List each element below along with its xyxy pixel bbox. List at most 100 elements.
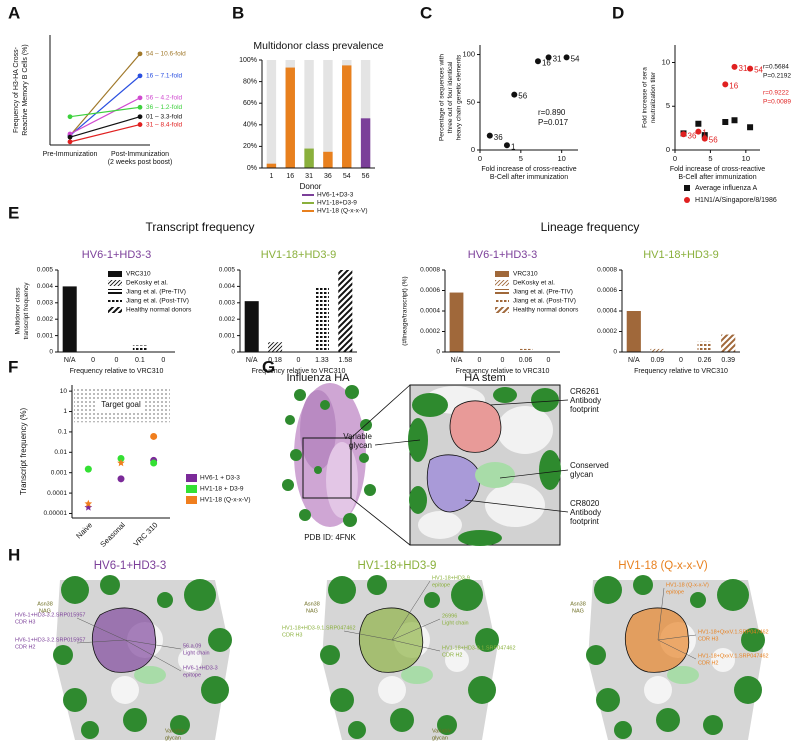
glycan-blob (717, 579, 749, 611)
bar-segment (304, 148, 314, 168)
y-tick-label: 0.001 (51, 469, 68, 476)
x-tick-label: N/A (628, 357, 640, 364)
glycan-blob (594, 576, 622, 604)
y-tick-label: 0 (471, 145, 475, 154)
glycan-blob (157, 592, 173, 608)
y-axis-label: Percentage of sequences with (439, 54, 446, 141)
point (150, 432, 158, 440)
legend-marker (684, 185, 690, 191)
point (137, 104, 143, 110)
legend-swatch (186, 485, 197, 493)
x-tick-label: 0 (501, 357, 505, 364)
leader-line (391, 580, 431, 641)
y-tick-label: 0 (613, 349, 617, 356)
glycan-blob (451, 579, 483, 611)
legend-label: VRC310 (513, 271, 538, 278)
surface-highlight (111, 676, 139, 704)
annotation: HV6-1+HD3-3 (183, 665, 218, 671)
glycan-blob (100, 575, 120, 595)
y-axis-label: Frequency of H3-HA Cross- (13, 46, 20, 133)
bar-segment (342, 65, 352, 168)
point (137, 114, 143, 120)
annotation: Antibody (570, 508, 601, 517)
glycan-blob (703, 715, 723, 735)
series-label: 36 – 1.2-fold (146, 104, 183, 111)
annotation: HV1-18+HD3-9 (432, 575, 470, 581)
annotation: CDR H2 (698, 660, 718, 666)
panel-label: D (612, 3, 624, 22)
point (117, 454, 125, 462)
annotation: HV6-1+HD3-3.2.SRP015957 (15, 637, 85, 643)
annotation: Asn38 (304, 601, 320, 607)
leader-line (657, 587, 665, 641)
legend-label: Healthy normal donors (126, 307, 192, 314)
annotation: glycan (349, 441, 372, 450)
legend-label: H1N1/A/Singapore/8/1986 (695, 197, 777, 204)
point (150, 459, 158, 467)
bar-background (360, 60, 371, 168)
x-tick-label: 0.09 (651, 357, 665, 364)
glycan-blob (184, 579, 216, 611)
y-tick-label: 0 (436, 349, 440, 356)
point-label: 36 (688, 131, 697, 140)
annotation: Light chain (183, 650, 210, 656)
x-tick-note: (2 weeks post boost) (108, 159, 173, 166)
x-tick-label: VRC 310 (132, 520, 160, 548)
panel-title: HV1-18+HD3-9 (358, 560, 437, 572)
x-tick-label: 0 (91, 357, 95, 364)
annotation: footprint (570, 405, 600, 414)
point-label: 54 (754, 66, 763, 75)
bar (518, 348, 533, 352)
legend-swatch (108, 298, 122, 304)
bar (62, 286, 77, 352)
epitope-structure (320, 575, 499, 740)
glycan-blob (734, 676, 762, 704)
point (695, 128, 702, 135)
bar-segment (360, 118, 371, 168)
chart-title: HV6-1+HD3-3 (82, 249, 151, 261)
y-axis-label: Multidonor class (15, 287, 22, 335)
point (486, 132, 493, 139)
point (680, 131, 687, 138)
annotation-box (97, 398, 145, 411)
y-tick-label: 100% (239, 57, 257, 64)
panel-label: B (232, 3, 244, 22)
annotation: 26996 (442, 613, 457, 619)
y-axis-label: transcript frequency (23, 282, 30, 340)
glycan-blob (201, 676, 229, 704)
point (137, 95, 143, 101)
conserved-glycan (134, 666, 166, 684)
point-label: 31 (553, 55, 562, 64)
point (563, 54, 570, 61)
x-tick-label: 31 (305, 173, 313, 180)
y-tick-label: 50 (467, 97, 475, 106)
series-label: 31 – 8.4-fold (146, 121, 183, 128)
series-label: 01 – 3.3-fold (146, 113, 183, 120)
x-tick-label: 1.33 (315, 357, 329, 364)
leader-line (124, 639, 182, 672)
leader-line (657, 634, 697, 641)
x-axis-label: Frequency relative to VRC310 (634, 368, 728, 375)
bar-background (266, 60, 277, 168)
y-tick-label: 0.003 (219, 300, 236, 307)
x-tick-label: Pre-Immunization (43, 151, 98, 158)
leader-line (343, 630, 393, 641)
point-label: 54 (571, 55, 580, 64)
conserved-glycan (401, 666, 433, 684)
legend-label: VRC310 (126, 271, 151, 278)
annotation: HV1-18+HD3-9.1.SRP047462 (442, 645, 516, 651)
x-tick-label: 5 (519, 154, 523, 163)
glycan-blob (208, 628, 232, 652)
point (722, 81, 729, 88)
annotation: glycan (570, 470, 593, 479)
series-line (69, 116, 141, 138)
y-tick-label: 0% (247, 165, 257, 172)
legend-swatch (495, 307, 509, 313)
point (511, 91, 518, 98)
epitope-structure (586, 575, 765, 740)
y-axis-label: Transcript frequency (%) (19, 408, 28, 496)
y-tick-label: 0.01 (54, 449, 67, 456)
legend-label: HV1-18 + D3-9 (200, 486, 244, 493)
annotation: footprint (570, 517, 600, 526)
annotation: CDR H3 (282, 632, 302, 638)
